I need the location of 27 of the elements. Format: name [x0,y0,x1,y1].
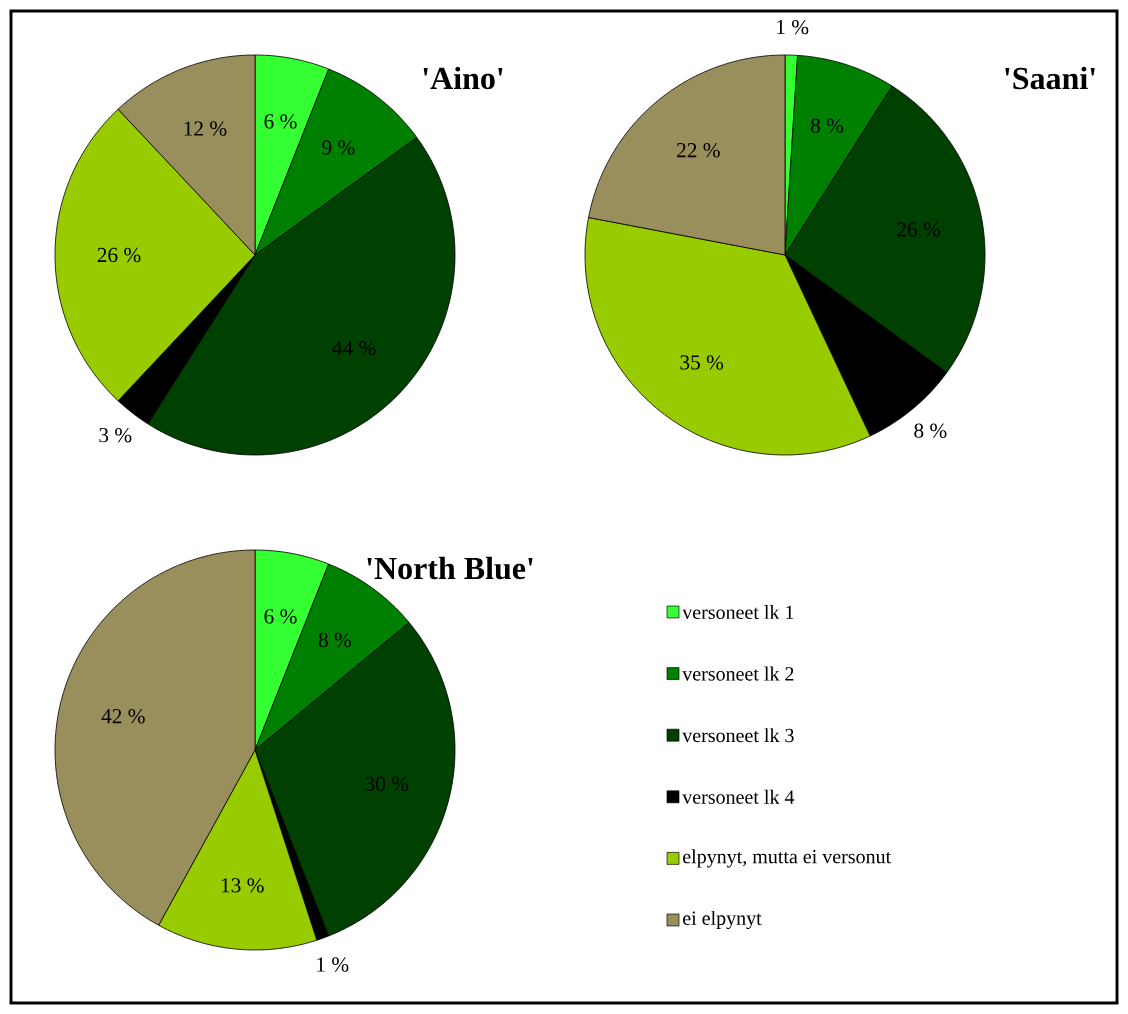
text: 'Saani' [1005,66,1095,90]
chart-title: 'North Blue' [367,556,533,580]
data-label: 35 % [680,355,724,370]
data-label: 44 % [332,340,376,356]
data-label: 30 % [365,776,409,792]
data-label: 8 % [914,423,947,438]
data-label: 9 % [322,140,355,155]
data-label: 26 % [97,247,141,263]
legend-label: versoneet lk 2 [682,666,794,681]
legend-label: ei elpynyt [683,910,762,930]
data-label: 1 % [317,957,349,972]
data-label: 12 % [184,121,227,136]
legend-label: versoneet lk 1 [682,604,794,620]
legend-label: elpynyt, mutta ei versonut [683,849,892,868]
legend-label: versoneet lk 4 [682,789,795,804]
data-label: 42 % [101,708,145,724]
data-label: 6 % [264,114,297,129]
data-label: 26 % [897,222,941,237]
legend-label: versoneet lk 3 [682,728,794,743]
data-label: 3 % [99,427,132,443]
data-label: 8 % [318,632,352,648]
data-label: 8 % [810,118,844,133]
data-label: 13 % [221,878,264,893]
chart-title: 'Aino' [423,66,503,90]
data-label: 6 % [264,609,297,624]
data-label: 22 % [677,142,720,158]
data-label: 1 % [777,19,809,35]
